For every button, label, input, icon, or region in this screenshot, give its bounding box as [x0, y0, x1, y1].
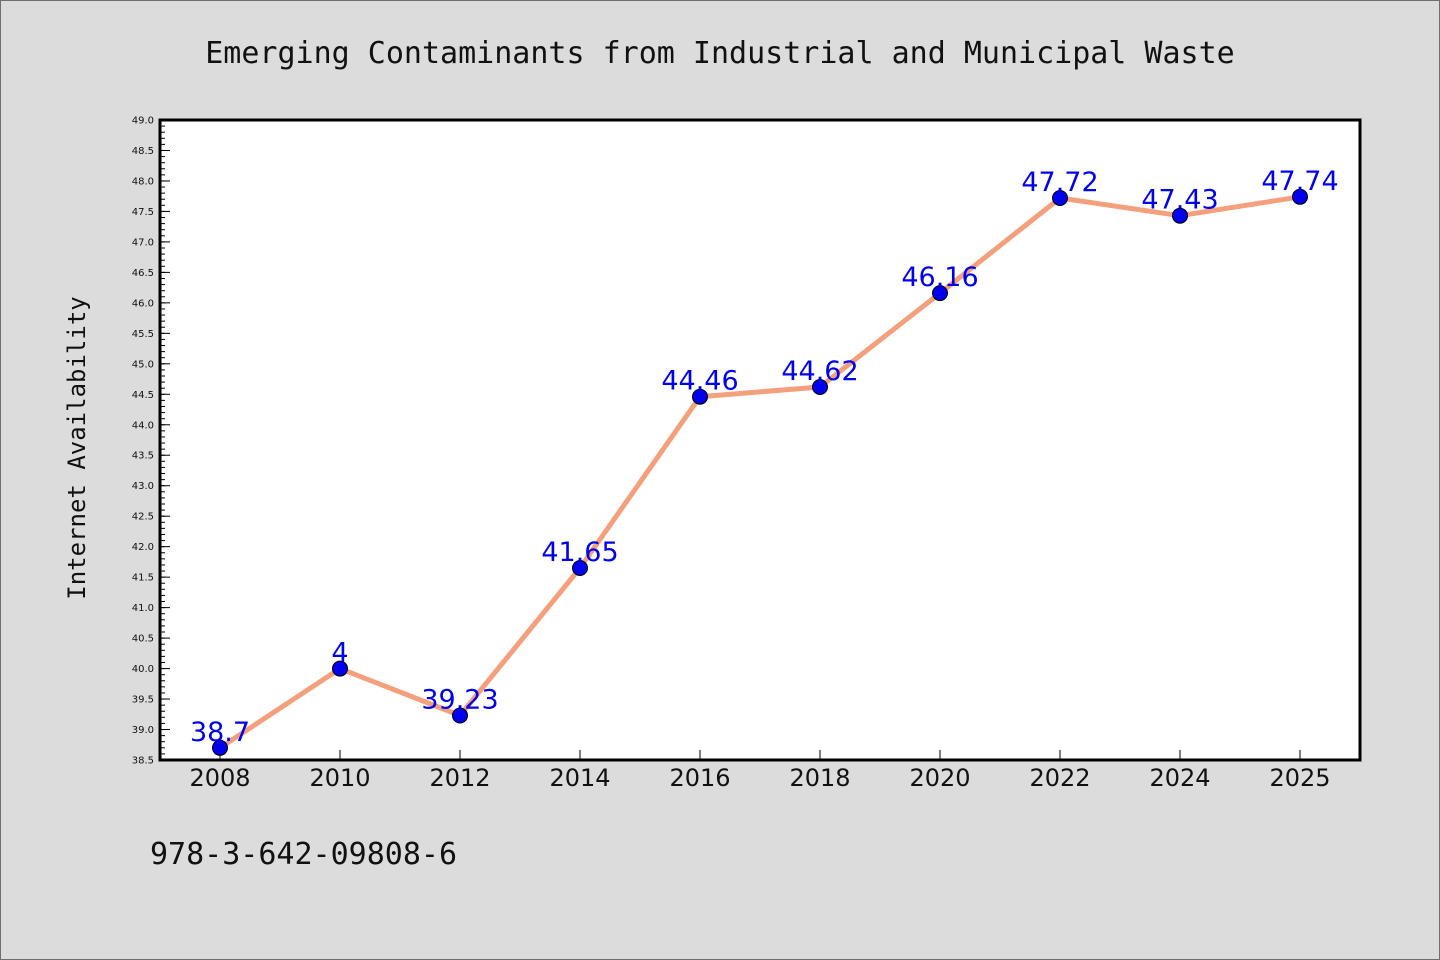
- y-tick-label: 48.5: [132, 146, 154, 157]
- data-point-label: 39.23: [421, 685, 498, 716]
- x-tick-label: 2010: [309, 764, 370, 792]
- y-tick-label: 40.5: [132, 634, 154, 645]
- y-tick-label: 48.0: [132, 176, 154, 187]
- footnote-isbn: 978-3-642-09808-6: [150, 837, 457, 872]
- x-tick-label: 2014: [549, 764, 610, 792]
- data-point-marker: [1172, 207, 1188, 224]
- data-point-marker: [1052, 190, 1068, 207]
- data-point-marker: [452, 707, 468, 724]
- data-point-label: 44.62: [781, 356, 858, 387]
- data-point-marker: [572, 560, 588, 576]
- plot-area: [160, 120, 1360, 760]
- y-tick-label: 47.0: [132, 237, 154, 248]
- y-tick-label: 43.5: [132, 451, 154, 462]
- y-tick-label: 38.5: [132, 756, 154, 767]
- data-point-label: 38.7: [190, 717, 250, 748]
- data-point-label: 47.72: [1021, 167, 1098, 198]
- data-markers: [212, 188, 1308, 756]
- x-tick-label: 2018: [789, 764, 850, 792]
- x-tick-label: 2008: [189, 764, 250, 792]
- data-point-label: 4: [331, 638, 348, 669]
- data-point-marker: [1292, 188, 1308, 205]
- y-tick-label: 39.5: [132, 695, 154, 706]
- y-tick-label: 46.0: [132, 298, 154, 309]
- y-tick-label: 41.0: [132, 603, 154, 614]
- data-point-marker: [812, 378, 828, 395]
- data-point-label: 47.74: [1261, 166, 1338, 197]
- y-tick-label: 42.0: [132, 542, 154, 553]
- data-point-label: 44.46: [661, 366, 738, 397]
- data-point-label: 41.65: [541, 537, 618, 568]
- x-tick-label: 2025: [1269, 764, 1330, 792]
- y-tick-label: 49.0: [132, 116, 154, 127]
- data-point-label: 46.16: [901, 262, 978, 293]
- y-tick-label: 39.0: [132, 725, 154, 736]
- y-tick-label: 44.0: [132, 420, 154, 431]
- x-tick-label: 2012: [429, 764, 490, 792]
- data-point-marker: [692, 388, 708, 405]
- data-point-label: 47.43: [1141, 185, 1218, 216]
- y-tick-label: 46.5: [132, 268, 154, 279]
- data-point-marker: [212, 739, 228, 756]
- y-tick-label: 47.5: [132, 207, 154, 218]
- plot-border: [158, 118, 1362, 762]
- x-tick-label: 2022: [1029, 764, 1090, 792]
- y-tick-label: 42.5: [132, 512, 154, 523]
- y-tick-label: 44.5: [132, 390, 154, 401]
- chart-title: Emerging Contaminants from Industrial an…: [205, 36, 1235, 71]
- x-tick-label: 2020: [909, 764, 970, 792]
- series-line: [217, 194, 1303, 751]
- x-axis-ticks: 2008 2010 2012 2014 2016 2018 2020 2022 2024 2025: [189, 750, 1331, 792]
- y-tick-label: 45.0: [132, 359, 154, 370]
- data-point-marker: [932, 285, 948, 302]
- x-tick-label: 2024: [1149, 764, 1210, 792]
- y-tick-label: 43.0: [132, 481, 154, 492]
- y-tick-label: 41.5: [132, 573, 154, 584]
- y-axis-label: Internet Availability: [63, 296, 91, 599]
- y-tick-label: 45.5: [132, 329, 154, 340]
- data-labels: 38.7 4 39.23 41.65 44.46 44.62 46.16 47.72 47.43…: [190, 166, 1339, 748]
- data-point-marker: [332, 660, 348, 677]
- x-tick-label: 2016: [669, 764, 730, 792]
- y-tick-label: 40.0: [132, 664, 154, 675]
